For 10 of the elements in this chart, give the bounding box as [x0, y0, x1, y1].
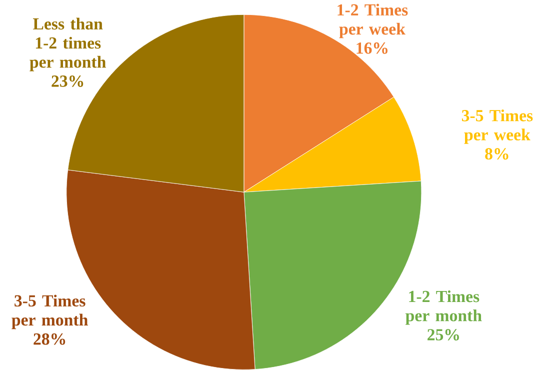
slice-label: Less than 1-2 times per month	[30, 18, 106, 72]
data-label: 8%	[485, 148, 508, 160]
data-label: 23%	[52, 76, 84, 87]
slice-label: 3-5 Times per month	[12, 294, 88, 330]
slice-label: 1-2 Times per week	[338, 4, 408, 38]
data-label: 16%	[356, 42, 388, 54]
data-label: 28%	[34, 333, 66, 345]
slice-label: 3-5 Times per week	[462, 110, 533, 144]
data-label: 25%	[428, 329, 459, 341]
slice-label: 1-2 Times per month	[406, 290, 482, 325]
